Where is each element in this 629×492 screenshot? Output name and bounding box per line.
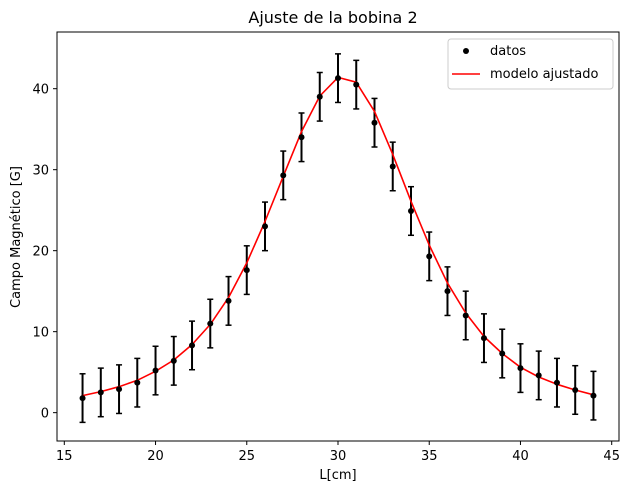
data-point [97,389,104,396]
x-tick-label: 35 [421,449,438,464]
y-tick-label: 10 [32,326,49,341]
data-point [407,207,414,214]
y-tick-label: 40 [32,83,49,98]
data-point [517,365,524,372]
x-tick-label: 25 [238,449,255,464]
data-point [79,395,86,402]
data-point [134,379,141,386]
y-axis-label: Campo Magnético [G] [9,166,24,308]
legend-marker-datos [463,48,469,54]
legend-box [447,38,614,90]
data-point [152,367,159,374]
data-point [426,253,433,260]
data-point [280,172,287,179]
data-point [316,93,323,100]
data-point [170,357,177,364]
data-point [535,372,542,379]
data-point [572,386,579,393]
x-axis-label: L[cm] [319,468,356,483]
data-point [462,312,469,319]
x-tick-label: 15 [56,449,73,464]
plot-area [79,53,597,424]
x-tick-label: 30 [330,449,347,464]
data-point [207,320,214,327]
data-point [243,267,250,274]
data-point [444,288,451,295]
data-point [389,163,396,170]
legend: datos modelo ajustado [447,38,614,90]
data-point [371,119,378,126]
y-tick-label: 0 [41,407,49,422]
legend-label-modelo: modelo ajustado [490,67,598,82]
chart-title: Ajuste de la bobina 2 [248,8,417,27]
data-point [480,335,487,342]
y-tick-label: 30 [32,164,49,179]
data-point [335,75,341,82]
x-tick-label: 40 [512,449,529,464]
data-point [116,386,123,393]
data-point [353,81,360,88]
data-point [225,297,232,304]
y-tick-label: 20 [32,245,49,260]
data-point [553,379,560,386]
x-tick-label: 20 [147,449,164,464]
data-point [298,134,305,141]
legend-label-datos: datos [490,44,526,59]
data-point [499,350,506,357]
data-point [262,223,269,230]
axes: 15 20 25 30 35 40 45 0 10 20 30 40 [32,83,620,464]
data-point [189,342,196,349]
x-tick-label: 45 [603,449,620,464]
data-point [590,392,597,399]
